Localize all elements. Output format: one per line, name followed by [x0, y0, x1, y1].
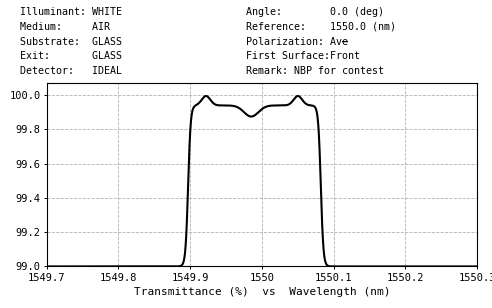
Text: Substrate:  GLASS: Substrate: GLASS [20, 37, 122, 47]
Text: Detector:   IDEAL: Detector: IDEAL [20, 66, 122, 76]
Text: Remark: NBP for contest: Remark: NBP for contest [246, 66, 384, 76]
Text: Medium:     AIR: Medium: AIR [20, 22, 110, 32]
Text: Illuminant: WHITE: Illuminant: WHITE [20, 7, 122, 17]
Text: Exit:       GLASS: Exit: GLASS [20, 51, 122, 61]
Text: First Surface:Front: First Surface:Front [246, 51, 360, 61]
X-axis label: Transmittance (%)  vs  Wavelength (nm): Transmittance (%) vs Wavelength (nm) [134, 287, 390, 297]
Text: Reference:    1550.0 (nm): Reference: 1550.0 (nm) [246, 22, 396, 32]
Text: Polarization: Ave: Polarization: Ave [246, 37, 348, 47]
Text: —: — [342, 37, 348, 47]
Text: Angle:        0.0 (deg): Angle: 0.0 (deg) [246, 7, 384, 17]
